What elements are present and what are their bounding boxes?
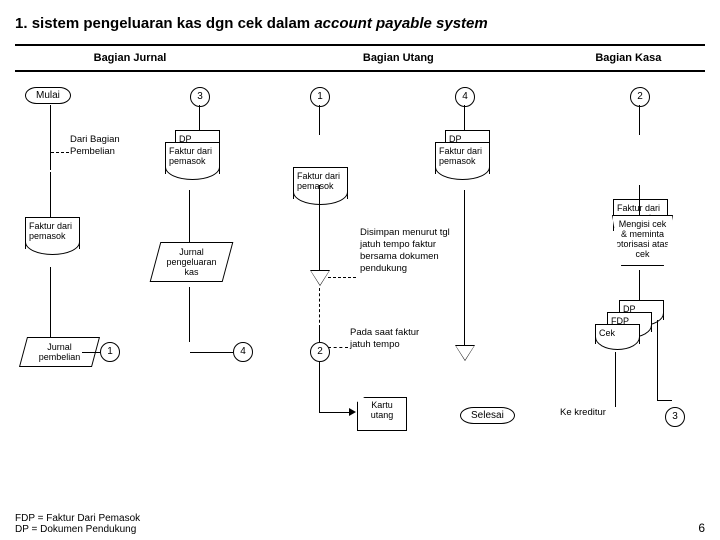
line [319, 328, 320, 342]
title-emph: account payable system [314, 15, 487, 32]
connector-2-out: 2 [310, 342, 330, 362]
line-dashed-v [319, 288, 320, 328]
line [190, 352, 233, 353]
column-headers: Bagian Jurnal Bagian Utang Bagian Kasa [15, 44, 705, 72]
flowchart-canvas: Mulai Dari Bagian Pembelian Faktur dari … [15, 72, 705, 502]
doc-faktur-4: Faktur dari pemasok [435, 142, 490, 174]
terminal-selesai: Selesai [460, 407, 515, 424]
glossary-line1: FDP = Faktur Dari Pemasok [15, 513, 140, 524]
line [319, 105, 320, 135]
line [319, 185, 320, 270]
line [189, 287, 190, 342]
file-tri-icon-n: N [455, 345, 475, 361]
page-number: 6 [698, 521, 705, 535]
line [50, 172, 51, 217]
line [657, 320, 658, 400]
line [615, 352, 616, 407]
line [464, 105, 465, 130]
page-title: 1. sistem pengeluaran kas dgn cek dalam … [15, 15, 705, 32]
line [464, 190, 465, 345]
line [319, 412, 349, 413]
connector-3-in: 3 [190, 87, 210, 107]
connector-4-out: 4 [233, 342, 253, 362]
file-t-label: T [317, 272, 323, 282]
glossary-line2: DP = Dokumen Pendukung [15, 524, 140, 535]
doc-faktur-u: Faktur dari pemasok [293, 167, 348, 199]
line-dashed [328, 277, 356, 278]
connector-1-in: 1 [310, 87, 330, 107]
doc-faktur-j: Faktur dari pemasok [25, 217, 80, 249]
file-tri-icon: T [310, 270, 330, 286]
file-n-label: N [462, 347, 469, 357]
connector-1-out: 1 [100, 342, 120, 362]
jurnal-kas-label: Jurnal pengeluaran kas [164, 247, 219, 277]
note-saat: Pada saat faktur jatuh tempo [350, 327, 430, 351]
line [82, 352, 100, 353]
title-num: 1. [15, 15, 28, 32]
file-t: T [310, 270, 330, 286]
connector-2-in: 2 [630, 87, 650, 107]
jurnal-pembelian-label: Jurnal pembelian [32, 342, 87, 362]
line [639, 105, 640, 135]
file-n: N [455, 345, 475, 361]
note-kreditur: Ke kreditur [560, 407, 606, 419]
title-text: sistem pengeluaran kas dgn cek dalam [32, 15, 310, 32]
glossary: FDP = Faktur Dari Pemasok DP = Dokumen P… [15, 513, 140, 535]
line-dashed [328, 347, 348, 348]
col-kasa: Bagian Kasa [552, 46, 705, 72]
process-jurnal-kas: Jurnal pengeluaran kas [150, 242, 234, 282]
note-dari: Dari Bagian Pembelian [70, 134, 120, 158]
line [189, 190, 190, 242]
connector-4-in: 4 [455, 87, 475, 107]
doc-cek: Cek [595, 324, 640, 344]
arrow-icon [349, 408, 356, 416]
connector-3-out: 3 [665, 407, 685, 427]
line [50, 105, 51, 170]
note-simpan: Disimpan menurut tgl jatuh tempo faktur … [360, 227, 460, 275]
line [657, 400, 672, 401]
line [199, 105, 200, 130]
line [50, 267, 51, 337]
terminal-mulai: Mulai [25, 87, 71, 104]
line-dashed [51, 152, 69, 153]
doc-faktur-c3: Faktur dari pemasok [165, 142, 220, 174]
col-jurnal: Bagian Jurnal [15, 46, 245, 72]
line [639, 270, 640, 300]
card-kartu-utang: Kartu utang [357, 397, 407, 431]
manual-mengisi: Mengisi cek & meminta otorisasi atas cek [612, 215, 673, 266]
line [639, 185, 640, 215]
col-utang: Bagian Utang [245, 46, 552, 72]
line [319, 362, 320, 412]
